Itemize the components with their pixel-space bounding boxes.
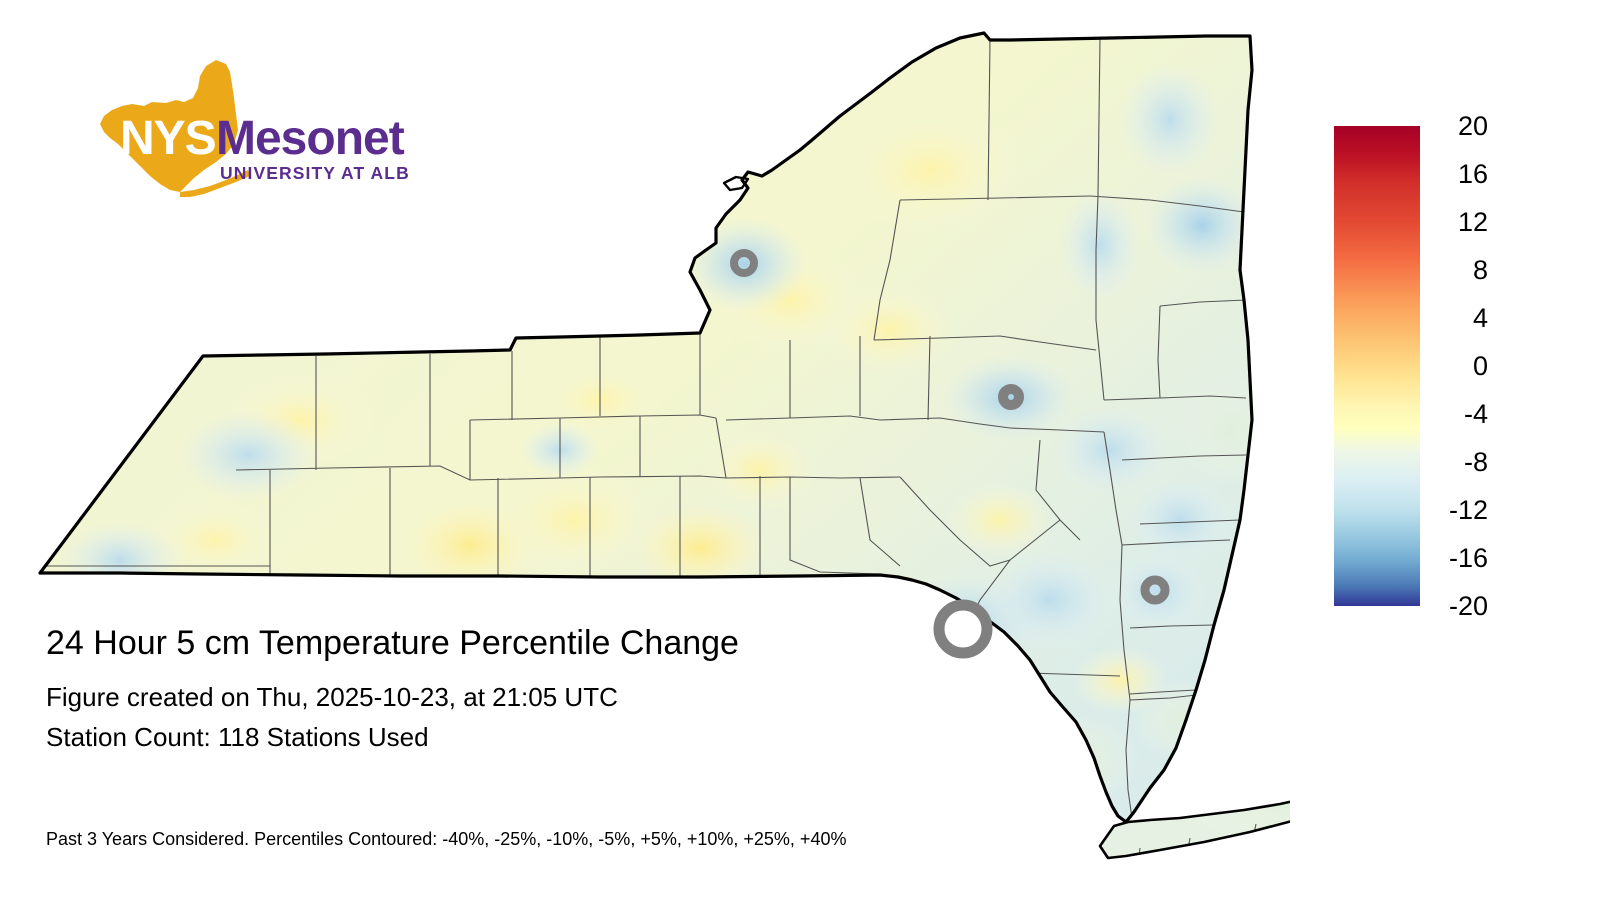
colorbar-tick: 4 xyxy=(1472,303,1488,333)
colorbar-tick: -4 xyxy=(1463,399,1488,429)
station-marker-central[interactable] xyxy=(998,384,1024,410)
logo-tagline-text: UNIVERSITY AT ALBANY xyxy=(220,163,408,183)
colorbar-tick: 16 xyxy=(1457,159,1488,189)
logo-mesonet-text: Mesonet xyxy=(216,112,405,165)
map-panel xyxy=(0,0,1290,900)
logo-state-silhouette xyxy=(100,60,238,192)
caption-block: 24 Hour 5 cm Temperature Percentile Chan… xyxy=(46,622,1146,754)
nys-mesonet-logo[interactable]: NYS Mesonet UNIVERSITY AT ALBANY xyxy=(48,58,408,198)
station-markers[interactable] xyxy=(730,249,1170,659)
colorbar-tick: 0 xyxy=(1472,351,1488,381)
station-count-line: Station Count: 118 Stations Used xyxy=(46,722,429,752)
colorbar-gradient xyxy=(1334,126,1420,606)
colorbar-tick: 20 xyxy=(1457,111,1488,141)
state-outline xyxy=(38,31,1290,860)
colorbar-tick: 8 xyxy=(1472,255,1488,285)
station-marker-west[interactable] xyxy=(730,249,758,277)
logo-nys-text: NYS xyxy=(120,112,216,165)
station-marker-southeast[interactable] xyxy=(1140,575,1170,605)
colorbar-tick: 12 xyxy=(1457,207,1488,237)
page-title: 24 Hour 5 cm Temperature Percentile Chan… xyxy=(46,624,739,662)
station-marker-southwest[interactable] xyxy=(933,599,993,659)
colorbar-tick: -8 xyxy=(1463,447,1488,477)
colorbar-tick: -12 xyxy=(1448,495,1488,525)
contour-footnote: Past 3 Years Considered. Percentiles Con… xyxy=(46,829,847,849)
colorbar-tick: -16 xyxy=(1448,543,1488,573)
figure-created-line: Figure created on Thu, 2025-10-23, at 21… xyxy=(46,682,618,712)
colorbar-tick: -20 xyxy=(1448,591,1488,621)
colorbar-tick-labels: 20 16 12 8 4 0 -4 -8 -12 -16 -20 xyxy=(1424,113,1494,620)
new-york-state-map[interactable] xyxy=(0,0,1290,900)
temperature-percentile-colorbar[interactable]: 20 16 12 8 4 0 -4 -8 -12 -16 -20 xyxy=(1334,113,1494,620)
